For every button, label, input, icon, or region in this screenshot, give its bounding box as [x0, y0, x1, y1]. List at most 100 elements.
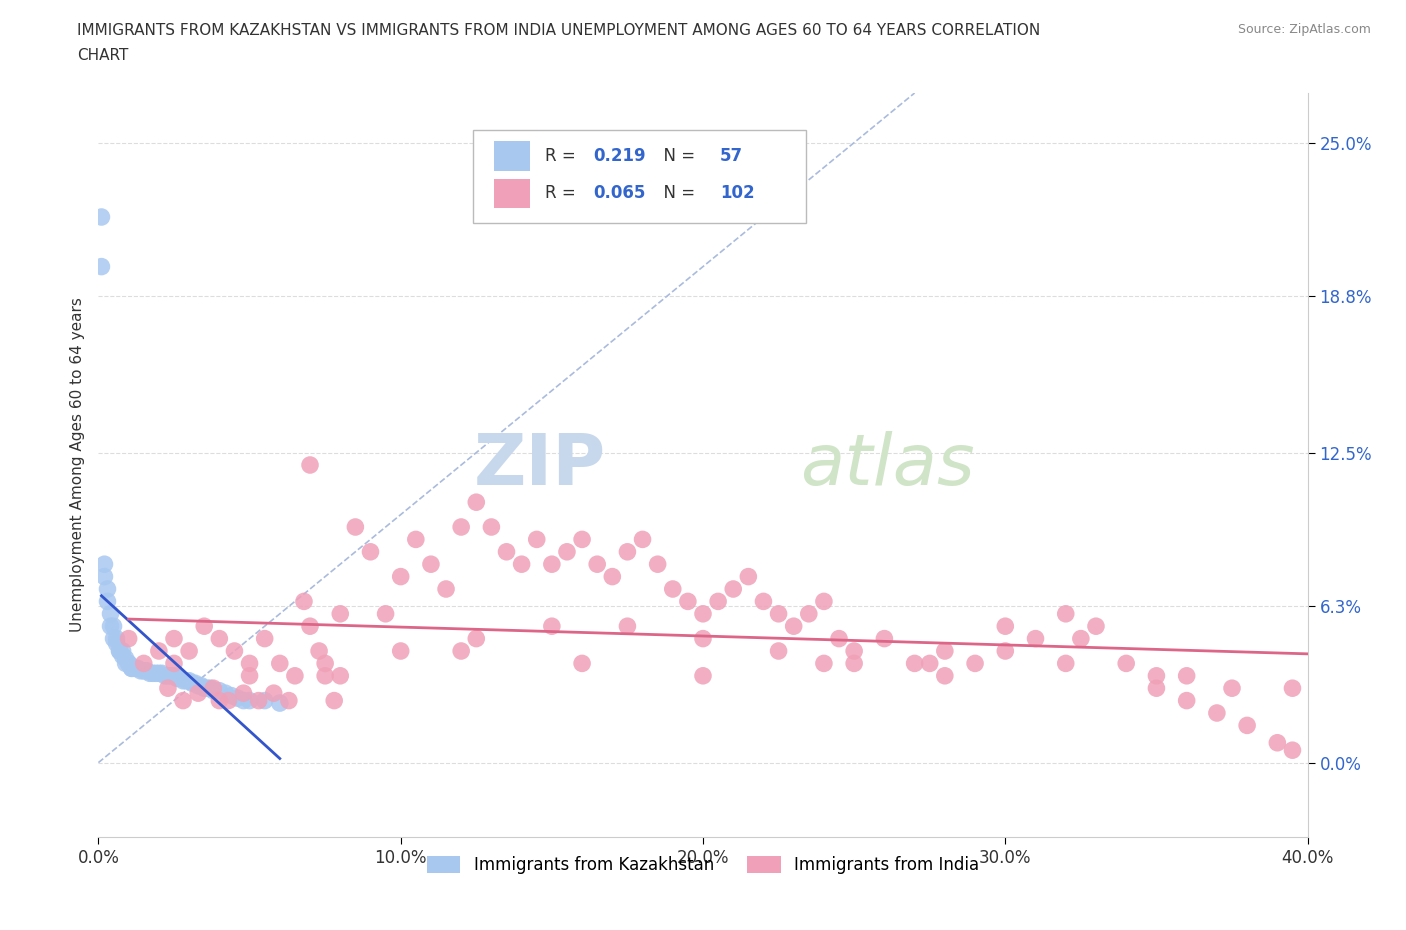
Point — [1281, 681, 1303, 696]
Point — [253, 631, 276, 646]
Point — [145, 666, 167, 681]
Point — [828, 631, 851, 646]
Point — [277, 693, 299, 708]
FancyBboxPatch shape — [474, 130, 806, 223]
Point — [111, 648, 134, 663]
Point — [132, 663, 155, 678]
Point — [465, 495, 488, 510]
Point — [200, 681, 222, 696]
Point — [844, 656, 866, 671]
Point — [1085, 618, 1108, 633]
Point — [156, 681, 179, 696]
Point — [1144, 681, 1167, 696]
Point — [1175, 693, 1198, 708]
Text: atlas: atlas — [800, 431, 974, 499]
Point — [214, 685, 236, 700]
FancyBboxPatch shape — [494, 179, 530, 208]
Point — [208, 684, 231, 698]
Point — [172, 693, 194, 708]
Point — [389, 644, 412, 658]
Text: ZIP: ZIP — [474, 431, 606, 499]
Point — [308, 644, 330, 658]
Point — [389, 569, 412, 584]
Point — [1024, 631, 1046, 646]
Point — [329, 606, 352, 621]
Point — [163, 631, 186, 646]
Point — [1054, 656, 1077, 671]
Point — [1115, 656, 1137, 671]
Point — [692, 631, 714, 646]
Point — [1054, 606, 1077, 621]
Point — [269, 696, 291, 711]
Point — [904, 656, 927, 671]
Point — [90, 259, 112, 274]
Point — [169, 671, 191, 685]
Point — [142, 666, 165, 681]
Point — [616, 544, 638, 559]
Point — [918, 656, 941, 671]
Point — [934, 644, 956, 658]
Point — [132, 656, 155, 671]
Point — [495, 544, 517, 559]
Text: 0.219: 0.219 — [593, 147, 645, 166]
Point — [647, 557, 669, 572]
Point — [163, 656, 186, 671]
Point — [555, 544, 578, 559]
Text: N =: N = — [654, 184, 700, 203]
Point — [121, 661, 143, 676]
Point — [163, 669, 186, 684]
Point — [783, 618, 806, 633]
Point — [965, 656, 987, 671]
Point — [184, 676, 207, 691]
Point — [737, 569, 759, 584]
Point — [247, 693, 270, 708]
Point — [103, 631, 125, 646]
Point — [221, 688, 243, 703]
Point — [124, 661, 146, 676]
Point — [873, 631, 896, 646]
Point — [172, 673, 194, 688]
Point — [1267, 736, 1289, 751]
Point — [129, 663, 152, 678]
Point — [148, 666, 170, 681]
Point — [90, 209, 112, 224]
Point — [202, 681, 225, 696]
Y-axis label: Unemployment Among Ages 60 to 64 years: Unemployment Among Ages 60 to 64 years — [69, 298, 84, 632]
Point — [105, 636, 128, 651]
Text: 57: 57 — [720, 147, 742, 166]
Point — [374, 606, 396, 621]
Point — [314, 656, 336, 671]
Point — [1070, 631, 1092, 646]
Point — [153, 669, 176, 684]
Point — [692, 669, 714, 684]
Point — [232, 685, 254, 700]
Point — [707, 594, 730, 609]
Point — [114, 656, 136, 671]
Point — [510, 557, 533, 572]
Point — [160, 669, 183, 684]
Point — [190, 678, 212, 693]
Point — [1236, 718, 1258, 733]
Point — [139, 666, 162, 681]
Point — [121, 661, 143, 676]
Point — [768, 644, 790, 658]
Text: IMMIGRANTS FROM KAZAKHSTAN VS IMMIGRANTS FROM INDIA UNEMPLOYMENT AMONG AGES 60 T: IMMIGRANTS FROM KAZAKHSTAN VS IMMIGRANTS… — [77, 23, 1040, 38]
Point — [263, 685, 285, 700]
Point — [208, 693, 231, 708]
Point — [284, 669, 307, 684]
Point — [187, 685, 209, 700]
Point — [108, 644, 131, 658]
Point — [314, 669, 336, 684]
Point — [148, 644, 170, 658]
Point — [450, 520, 472, 535]
Point — [166, 671, 188, 685]
Point — [586, 557, 609, 572]
Point — [195, 681, 218, 696]
Point — [344, 520, 367, 535]
Point — [100, 618, 122, 633]
Point — [616, 618, 638, 633]
Point — [103, 618, 125, 633]
Point — [450, 644, 472, 658]
Point — [1281, 743, 1303, 758]
Point — [1144, 669, 1167, 684]
